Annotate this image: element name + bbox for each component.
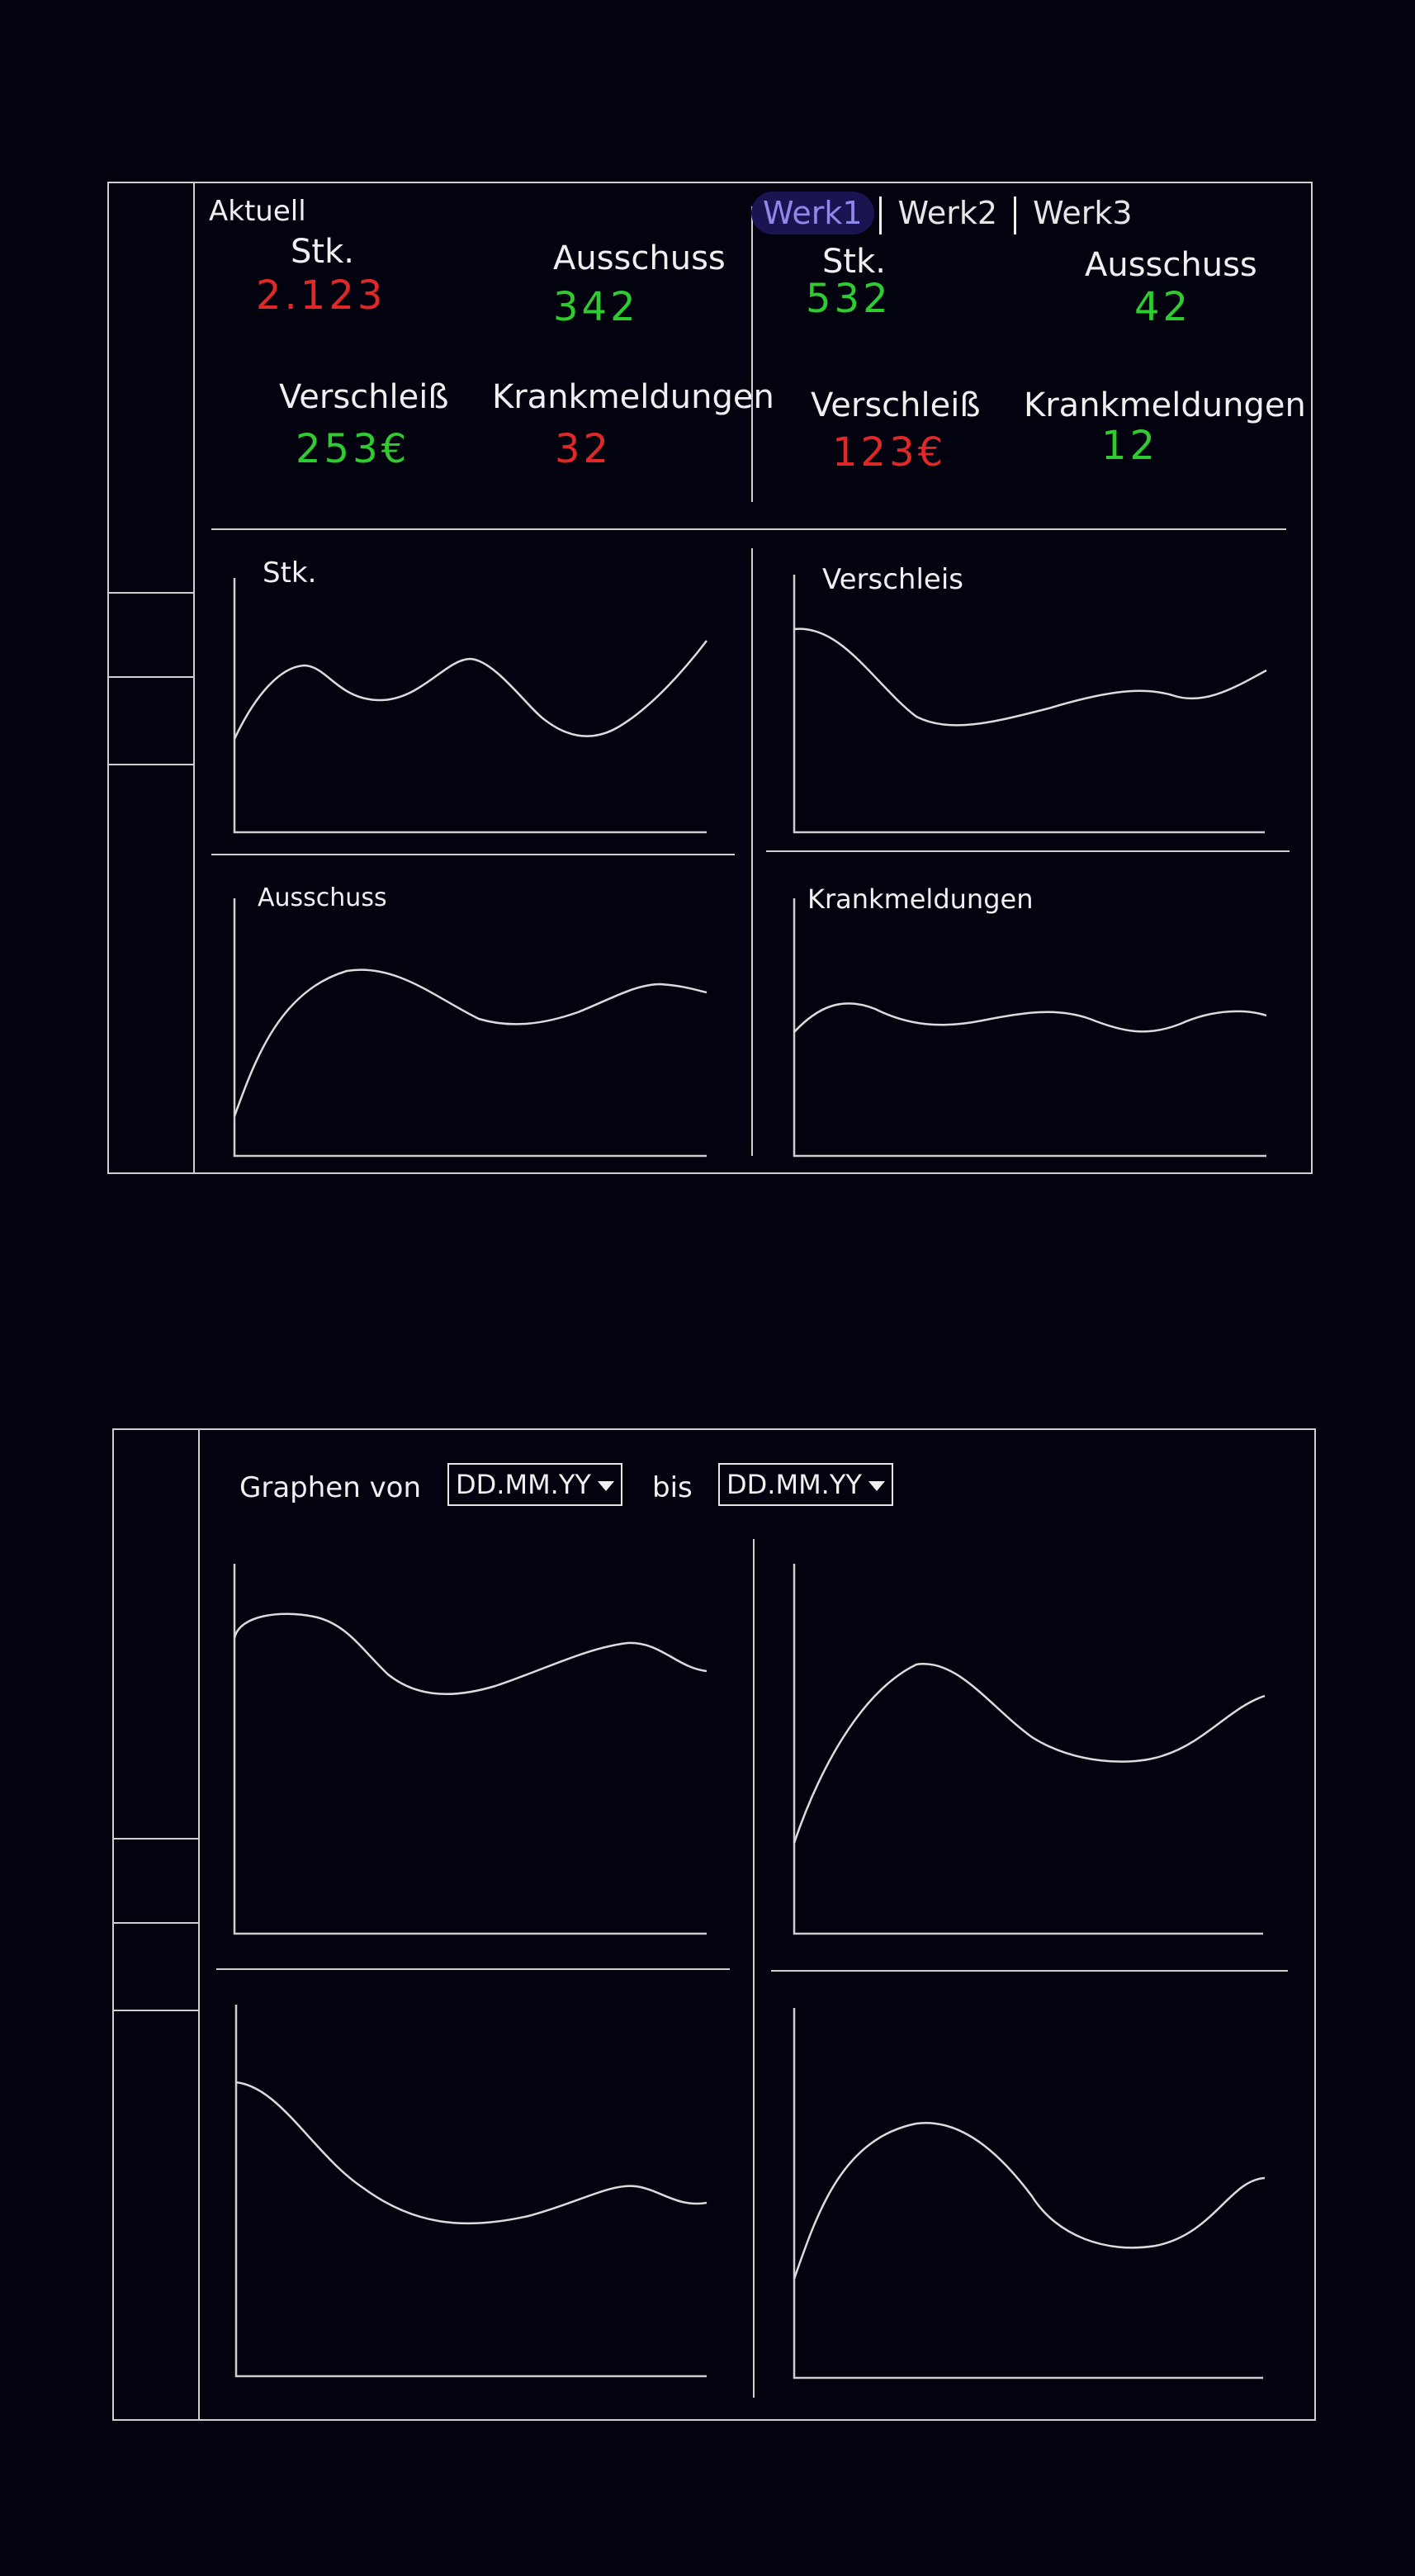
plant-kpi-label-verschleiss: Verschleiß	[811, 386, 981, 424]
date-to-select[interactable]: DD.MM.YY	[718, 1463, 893, 1506]
sidebar-item-3[interactable]	[114, 2010, 198, 2011]
tab-separator	[878, 196, 882, 234]
kpi-label-verschleiss: Verschleiß	[279, 378, 449, 416]
line-series	[793, 1663, 1266, 1844]
chart-row-divider-right	[766, 850, 1290, 852]
sidebar	[114, 1430, 200, 2419]
line-series	[793, 627, 1267, 727]
kpi-value-stk: 2.123	[256, 272, 386, 319]
chart-title-stk: Stk.	[263, 556, 317, 590]
range-label: Graphen von	[239, 1471, 422, 1504]
chart-row-divider-left	[216, 1968, 730, 1970]
kpi-label-krankmeldungen: Krankmeldungen	[492, 378, 774, 416]
date-from-value: DD.MM.YY	[456, 1469, 591, 1500]
plant-tabs: Werk1 Werk2 Werk3	[751, 192, 1144, 234]
plant-kpi-value-stk: 532	[806, 276, 892, 322]
kpi-value-krankmeldungen: 32	[555, 426, 613, 472]
kpi-divider	[751, 206, 753, 502]
dashboard-panel	[107, 182, 1313, 1174]
section-divider	[211, 528, 1286, 530]
chart-row-divider-right	[771, 1970, 1288, 1972]
plant-kpi-label-stk: Stk.	[822, 243, 886, 281]
chevron-down-icon	[868, 1481, 885, 1491]
sidebar-item-1[interactable]	[114, 1838, 198, 1924]
plant-kpi-value-verschleiss: 123€	[832, 429, 947, 476]
plant-kpi-value-ausschuss: 42	[1134, 284, 1192, 330]
sidebar-item-1[interactable]	[109, 592, 193, 678]
tab-werk1[interactable]: Werk1	[751, 192, 874, 234]
line-series	[235, 2081, 708, 2225]
tab-werk3[interactable]: Werk3	[1033, 195, 1133, 231]
chart-title-krankmeldungen: Krankmeldungen	[807, 883, 1034, 915]
plant-kpi-label-krankmeldungen: Krankmeldungen	[1024, 386, 1306, 424]
range-to-label: bis	[652, 1471, 693, 1504]
line-series	[233, 968, 708, 1117]
sidebar-item-2[interactable]	[109, 676, 193, 765]
charts-divider	[751, 548, 753, 1156]
kpi-value-ausschuss: 342	[553, 284, 639, 330]
tab-werk2[interactable]: Werk2	[897, 195, 998, 231]
line-series	[793, 1002, 1267, 1033]
plant-kpi-label-ausschuss: Ausschuss	[1085, 246, 1257, 284]
plant-kpi-value-krankmeldungen: 12	[1101, 423, 1159, 469]
date-from-select[interactable]: DD.MM.YY	[447, 1463, 622, 1506]
tab-separator	[1014, 196, 1017, 234]
chart-title-verschleis: Verschleis	[822, 563, 963, 596]
date-to-value: DD.MM.YY	[726, 1469, 862, 1500]
kpi-label-ausschuss: Ausschuss	[553, 239, 726, 277]
chart-title-ausschuss: Ausschuss	[258, 883, 387, 912]
chart-row-divider-left	[211, 854, 735, 855]
chevron-down-icon	[597, 1481, 614, 1491]
line-series	[793, 2121, 1266, 2280]
sidebar-item-3[interactable]	[109, 764, 193, 765]
line-series	[233, 1612, 708, 1695]
kpi-label-stk: Stk.	[291, 233, 354, 271]
sidebar-item-2[interactable]	[114, 1922, 198, 2011]
sidebar	[109, 183, 195, 1172]
charts-divider	[753, 1539, 755, 2398]
current-section-title: Aktuell	[209, 195, 306, 228]
line-series	[233, 640, 708, 740]
kpi-value-verschleiss: 253€	[296, 426, 410, 472]
history-panel	[112, 1428, 1316, 2421]
